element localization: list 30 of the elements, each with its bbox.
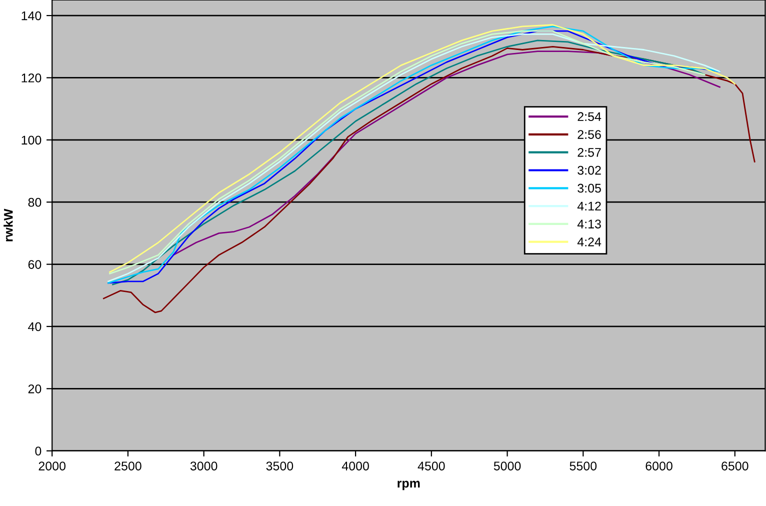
y-tick-label: 60 [28,260,42,269]
x-tick-label: 2000 [38,462,66,470]
line-series [102,46,756,314]
x-tick-label: 4500 [418,462,445,470]
x-tick-label: 3500 [266,462,294,470]
legend-label: 3:02 [578,166,601,175]
legend-label: 4:12 [577,202,601,210]
legend-label: 2:57 [578,148,601,157]
x-tick-label: 5500 [570,462,597,470]
x-tick-label: 6500 [722,462,748,470]
y-tick-label: 120 [22,74,42,82]
legend-label: 4:13 [577,220,601,228]
line-series [172,50,720,256]
legend-label: 2:56 [578,130,601,139]
x-axis-title: rpm [398,480,420,490]
legend-label: 4:24 [577,238,602,246]
y-tick-label: 80 [28,198,42,207]
legend-label: 3:05 [578,184,601,193]
y-axis-title: rwkW [4,208,13,242]
y-tick-label: 140 [22,11,42,20]
x-tick-label: 4000 [342,462,369,470]
x-tick-label: 6000 [646,462,672,470]
x-tick-label: 3000 [190,462,218,470]
legend-label: 2:54 [578,112,602,122]
y-tick-label: 0 [35,446,42,456]
x-tick-label: 2500 [114,462,142,470]
y-tick-label: 20 [28,384,42,394]
y-tick-label: 100 [22,136,42,145]
y-tick-label: 40 [28,322,42,332]
x-tick-label: 5000 [494,462,521,470]
